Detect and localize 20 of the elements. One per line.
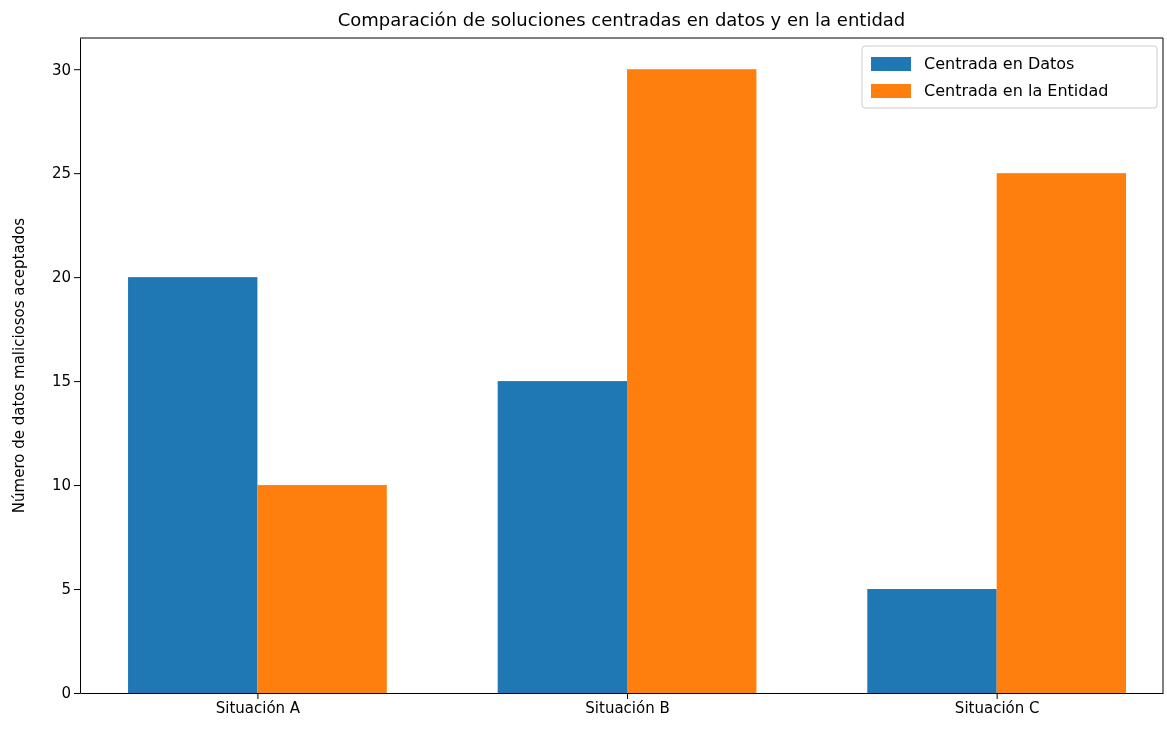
- bar: [627, 69, 757, 693]
- bar: [996, 173, 1127, 693]
- y-tick-label: 25: [51, 164, 71, 183]
- chart-title: Comparación de soluciones centradas en datos y en la entidad: [337, 9, 906, 30]
- legend-label: Centrada en Datos: [924, 54, 1075, 73]
- y-tick-label: 15: [51, 372, 71, 391]
- bar: [497, 381, 628, 693]
- y-tick-label: 30: [51, 60, 71, 79]
- legend-label: Centrada en la Entidad: [924, 81, 1109, 100]
- x-tick-label: Situación A: [215, 698, 301, 717]
- y-tick-label: 10: [51, 476, 71, 495]
- y-axis-title: Número de datos maliciosos aceptados: [10, 217, 28, 514]
- y-tick-label: 20: [51, 268, 71, 287]
- x-tick-label: Situación B: [585, 698, 670, 717]
- bar: [867, 589, 997, 693]
- y-tick-label: 5: [61, 580, 71, 599]
- bar: [257, 485, 387, 693]
- y-tick-label: 0: [61, 684, 71, 703]
- bar: [128, 277, 258, 693]
- x-tick-label: Situación C: [954, 698, 1040, 717]
